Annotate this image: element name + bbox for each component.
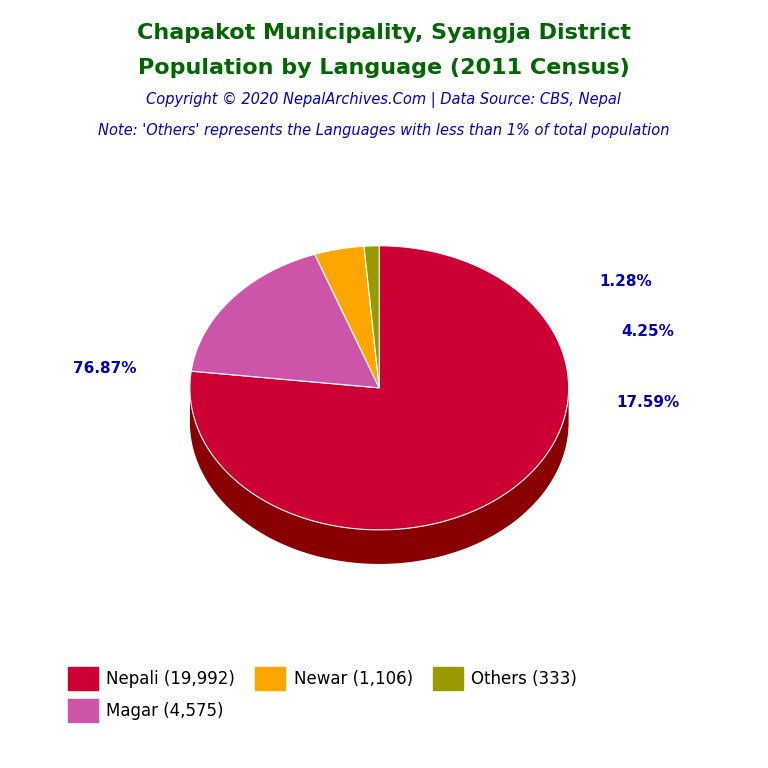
Polygon shape	[364, 246, 379, 388]
Text: Chapakot Municipality, Syangja District: Chapakot Municipality, Syangja District	[137, 23, 631, 43]
Polygon shape	[191, 254, 379, 388]
Text: Note: 'Others' represents the Languages with less than 1% of total population: Note: 'Others' represents the Languages …	[98, 123, 670, 138]
Polygon shape	[190, 390, 568, 564]
Text: 4.25%: 4.25%	[622, 323, 674, 339]
Legend: Nepali (19,992), Magar (4,575), Newar (1,106), Others (333): Nepali (19,992), Magar (4,575), Newar (1…	[61, 660, 584, 729]
Text: Population by Language (2011 Census): Population by Language (2011 Census)	[138, 58, 630, 78]
Text: 1.28%: 1.28%	[599, 274, 652, 290]
Text: 76.87%: 76.87%	[73, 362, 137, 376]
Polygon shape	[190, 246, 568, 530]
Polygon shape	[315, 247, 379, 388]
Text: 17.59%: 17.59%	[617, 396, 680, 410]
Text: Copyright © 2020 NepalArchives.Com | Data Source: CBS, Nepal: Copyright © 2020 NepalArchives.Com | Dat…	[147, 92, 621, 108]
